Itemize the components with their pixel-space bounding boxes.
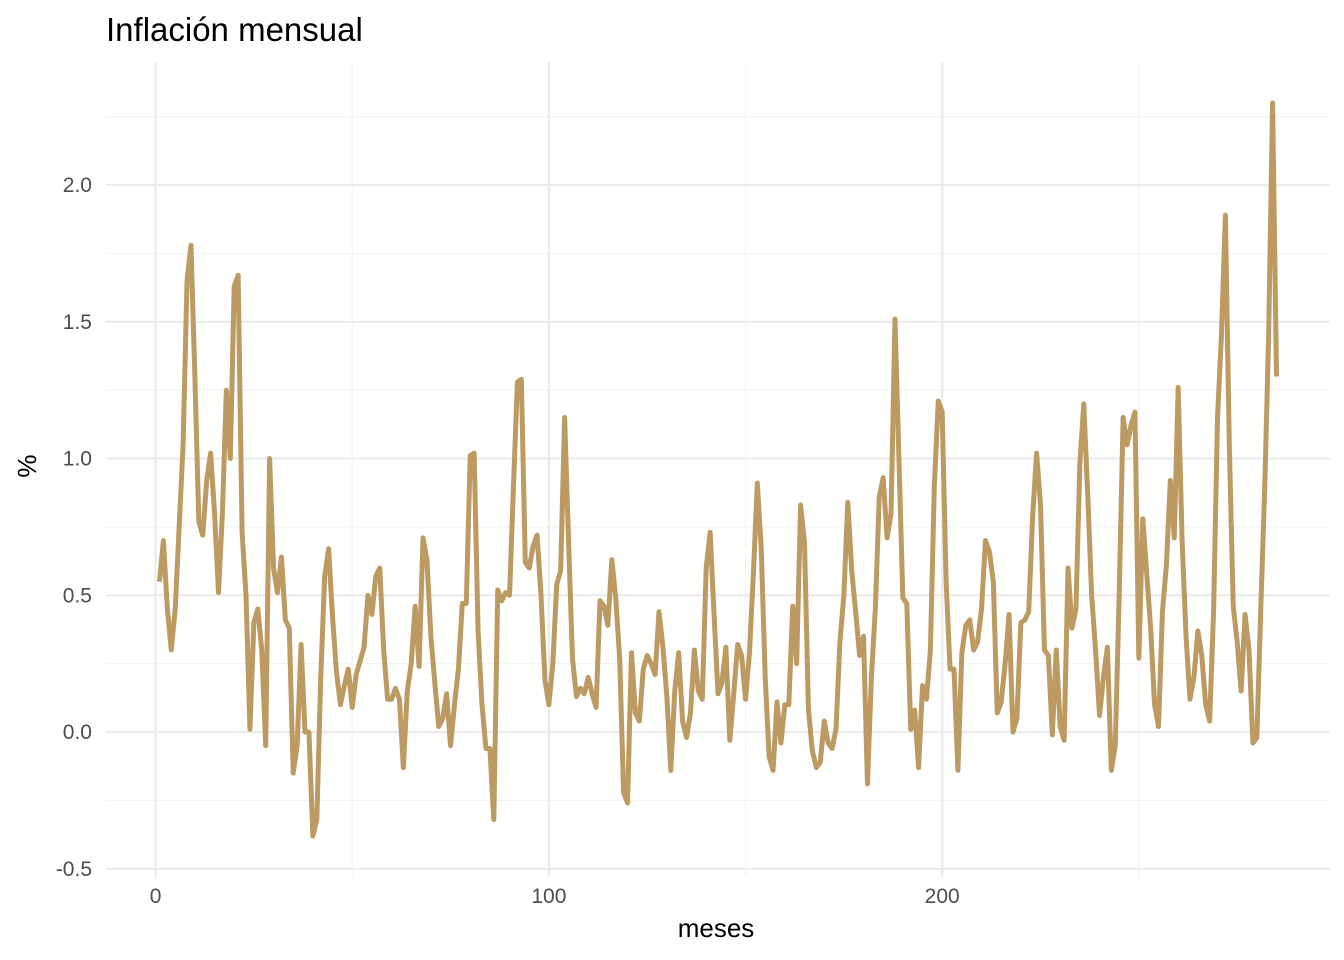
y-tick-labels: -0.5 0.0 0.5 1.0 1.5 2.0 (56, 174, 92, 881)
x-tick-labels: 0 100 200 (150, 885, 960, 908)
x-tick-label: 200 (925, 885, 960, 908)
inflation-series-line (157, 100, 1280, 839)
y-tick-label: 0.0 (63, 721, 92, 744)
y-tick-label: 2.0 (63, 174, 92, 197)
y-tick-label: 1.5 (63, 311, 92, 334)
y-axis-label: % (12, 454, 42, 477)
x-tick-label: 0 (150, 885, 162, 908)
y-tick-label: 0.5 (63, 584, 92, 607)
y-tick-label: -0.5 (56, 858, 92, 881)
x-axis-label: meses (678, 913, 755, 943)
series-layer (157, 100, 1280, 839)
chart-title: Inflación mensual (106, 11, 363, 48)
y-tick-label: 1.0 (63, 448, 92, 471)
x-tick-label: 100 (531, 885, 566, 908)
